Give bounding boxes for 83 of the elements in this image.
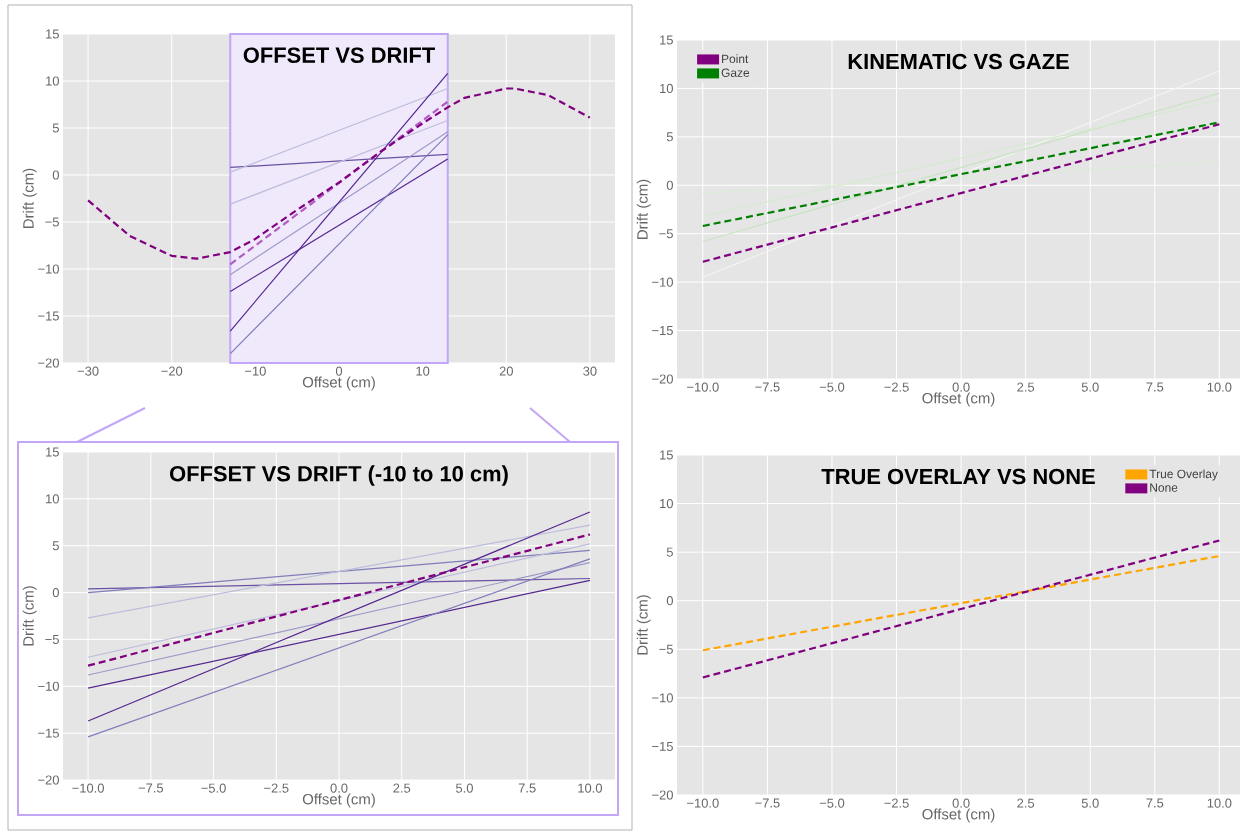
legend-label: Gaze [721,68,750,77]
x-tick-label: −10.0 [72,783,104,793]
y-tick-label: 15 [46,29,59,39]
x-axis-title: Offset (cm) [922,392,995,407]
x-tick-label: −5.0 [819,382,845,392]
y-axis-title: Drift (cm) [22,586,37,646]
x-tick-label: −5.0 [819,798,845,808]
x-tick-label: 7.5 [1146,798,1164,808]
y-tick-label: −10 [652,277,673,287]
x-tick-label: −10 [245,366,266,376]
y-tick-label: 0 [666,180,673,190]
y-tick-label: 0 [52,170,59,180]
y-tick-label: 5 [666,132,673,142]
y-tick-label: −15 [652,326,673,336]
y-axis-title: Drift (cm) [636,179,651,239]
y-tick-label: 15 [660,35,673,45]
x-axis-title: Offset (cm) [302,376,375,391]
chart-title: OFFSET VS DRIFT [243,47,435,63]
y-tick-label: −15 [38,728,59,738]
y-tick-label: 5 [52,541,59,551]
y-tick-label: 0 [666,596,673,606]
line-series [86,87,592,260]
y-tick-label: −20 [652,374,673,384]
chart-title: KINEMATIC VS GAZE [848,53,1069,70]
legend-label: None [1150,483,1178,492]
x-tick-label: 20 [499,366,513,376]
x-tick-label: 10 [416,366,430,376]
x-tick-label: 0.0 [330,783,348,793]
x-tick-label: −7.5 [755,382,780,392]
x-tick-label: −7.5 [138,783,164,793]
x-tick-label: 5.0 [1081,798,1099,808]
x-axis-title: Offset (cm) [302,793,375,808]
text: OFFSET VS DRIFT (-10 to 10 cm) [170,465,508,486]
x-tick-label: 5.0 [455,783,473,793]
x-tick-label: −30 [77,366,99,376]
y-axis-title: Drift (cm) [636,595,651,655]
x-tick-label: 7.5 [1146,382,1164,392]
y-tick-label: −5 [659,644,673,654]
x-tick-label: 0 [335,366,343,376]
legend-label: Point [722,54,749,64]
y-tick-label: 5 [52,123,59,133]
x-tick-label: 2.5 [1017,382,1035,392]
x-tick-label: −5.0 [201,783,226,793]
legend-label: True Overlay [1149,469,1218,481]
y-tick-label: −20 [652,790,673,800]
y-tick-label: −10 [38,681,59,691]
y-tick-label: 5 [666,547,673,557]
y-tick-label: −10 [38,264,59,274]
x-tick-label: 2.5 [393,783,411,793]
chart-title: TRUE OVERLAY VS NONE [821,468,1095,485]
y-tick-label: −5 [659,229,673,239]
y-axis-title: Drift (cm) [22,168,37,228]
x-tick-label: 5.0 [1081,382,1099,392]
x-tick-label: 10.0 [1207,798,1232,808]
y-tick-label: 15 [46,447,59,457]
y-tick-label: −5 [45,217,59,227]
y-tick-label: 10 [660,498,673,509]
y-tick-label: −20 [38,775,59,785]
x-tick-label: 30 [583,366,597,376]
y-tick-label: −5 [45,634,59,644]
x-tick-label: 7.5 [518,783,536,793]
y-tick-label: −15 [38,311,59,321]
y-tick-label: 10 [46,494,59,504]
x-tick-label: 2.5 [1017,798,1035,808]
x-tick-label: −10.0 [687,382,719,392]
y-tick-label: 10 [660,83,673,93]
x-axis-title: Offset (cm) [922,808,995,823]
x-tick-label: −2.5 [884,798,909,808]
y-tick-label: −15 [652,741,673,751]
y-tick-label: 10 [46,76,59,86]
x-tick-label: −2.5 [884,382,909,392]
x-tick-label: −7.5 [755,798,780,808]
y-tick-label: 15 [660,450,673,460]
y-tick-label: −20 [38,358,59,368]
x-tick-label: −10.0 [687,798,719,808]
x-tick-label: 10.0 [1207,382,1232,392]
x-tick-label: −2.5 [264,783,289,793]
x-tick-label: 10.0 [578,783,603,793]
x-tick-label: 0.0 [952,382,970,392]
x-tick-label: 0.0 [952,798,970,808]
x-tick-label: −20 [161,366,183,376]
y-tick-label: 0 [52,587,59,598]
y-tick-label: −10 [652,693,673,703]
